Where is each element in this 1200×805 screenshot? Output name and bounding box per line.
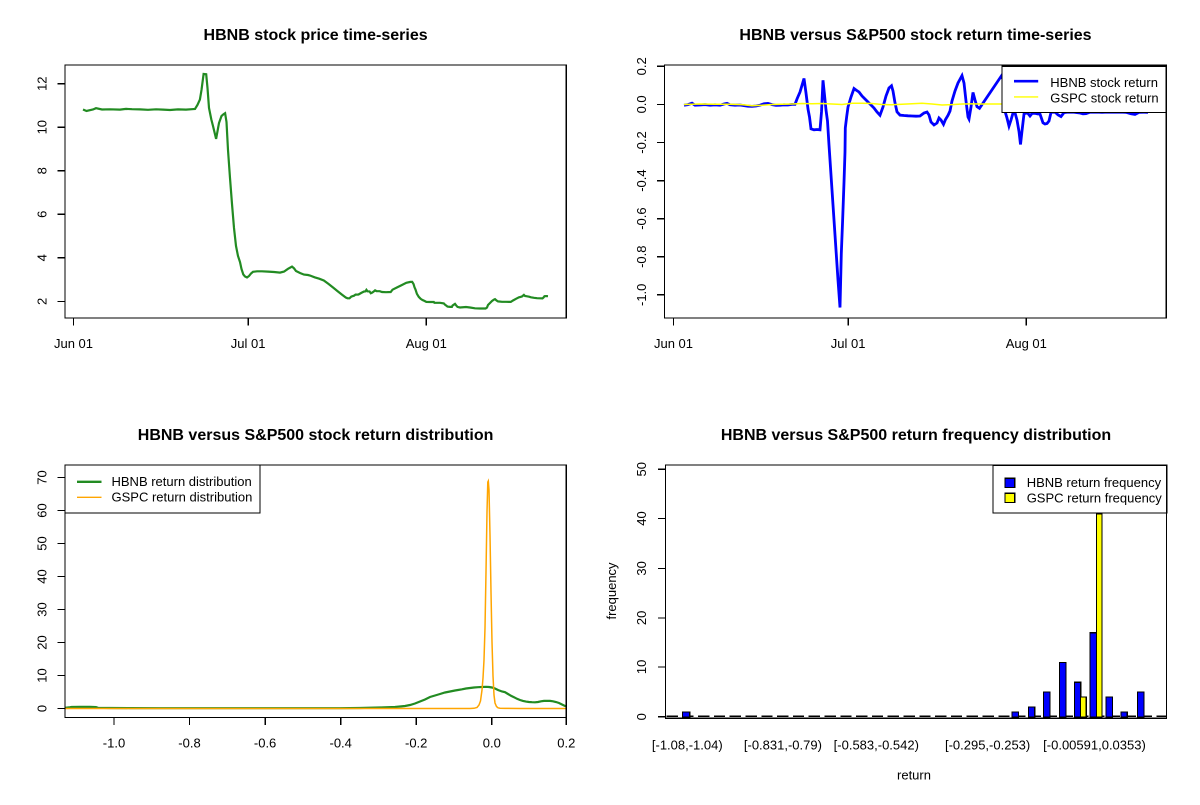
- svg-text:0.2: 0.2: [557, 736, 575, 751]
- svg-text:[-0.831,-0.79): [-0.831,-0.79): [744, 738, 822, 753]
- svg-text:50: 50: [634, 462, 649, 476]
- svg-text:10: 10: [35, 668, 50, 682]
- svg-text:10: 10: [35, 120, 50, 134]
- svg-text:Jun 01: Jun 01: [654, 336, 693, 351]
- svg-text:-0.6: -0.6: [634, 207, 649, 229]
- svg-text:6: 6: [35, 211, 50, 218]
- svg-text:GSPC return distribution: GSPC return distribution: [112, 490, 253, 505]
- svg-text:HBNB stock return: HBNB stock return: [1050, 75, 1158, 90]
- svg-text:-1.0: -1.0: [103, 736, 125, 751]
- svg-text:-0.8: -0.8: [178, 736, 200, 751]
- svg-text:[-0.295,-0.253): [-0.295,-0.253): [945, 738, 1030, 753]
- svg-text:10: 10: [634, 660, 649, 674]
- svg-text:Aug 01: Aug 01: [1006, 336, 1047, 351]
- svg-text:GSPC return frequency: GSPC return frequency: [1027, 491, 1163, 506]
- svg-text:-0.2: -0.2: [634, 131, 649, 153]
- svg-text:HBNB stock price time-series: HBNB stock price time-series: [204, 27, 428, 44]
- svg-text:30: 30: [35, 602, 50, 616]
- svg-text:Jun 01: Jun 01: [54, 336, 93, 351]
- svg-text:0.0: 0.0: [634, 95, 649, 113]
- svg-text:20: 20: [35, 635, 50, 649]
- svg-text:Jul 01: Jul 01: [831, 336, 866, 351]
- svg-text:HBNB return distribution: HBNB return distribution: [112, 474, 252, 489]
- svg-text:return: return: [897, 767, 931, 782]
- svg-text:Aug 01: Aug 01: [406, 336, 447, 351]
- svg-text:[-1.08,-1.04): [-1.08,-1.04): [652, 738, 723, 753]
- svg-text:30: 30: [634, 561, 649, 575]
- svg-text:HBNB versus S&P500 stock retur: HBNB versus S&P500 stock return distribu…: [138, 427, 494, 444]
- svg-text:-0.4: -0.4: [329, 736, 351, 751]
- svg-text:2: 2: [35, 298, 50, 305]
- svg-text:40: 40: [35, 569, 50, 583]
- svg-text:GSPC stock return: GSPC stock return: [1050, 90, 1158, 105]
- svg-text:8: 8: [35, 167, 50, 174]
- svg-text:0.2: 0.2: [634, 57, 649, 75]
- svg-text:-1.0: -1.0: [634, 284, 649, 306]
- svg-text:12: 12: [35, 76, 50, 90]
- svg-text:0: 0: [35, 705, 50, 712]
- svg-text:40: 40: [634, 511, 649, 525]
- svg-text:0.0: 0.0: [483, 736, 501, 751]
- svg-text:-0.4: -0.4: [634, 169, 649, 191]
- svg-text:20: 20: [634, 611, 649, 625]
- svg-text:[-0.583,-0.542): [-0.583,-0.542): [834, 738, 919, 753]
- svg-text:70: 70: [35, 470, 50, 484]
- svg-text:-0.2: -0.2: [405, 736, 427, 751]
- svg-text:0: 0: [634, 713, 649, 720]
- svg-text:frequency: frequency: [604, 562, 619, 620]
- svg-text:HBNB versus S&P500 stock retur: HBNB versus S&P500 stock return time-ser…: [739, 27, 1091, 44]
- svg-text:50: 50: [35, 536, 50, 550]
- svg-text:HBNB return frequency: HBNB return frequency: [1027, 475, 1162, 490]
- svg-text:Jul 01: Jul 01: [231, 336, 266, 351]
- svg-text:[-0.00591,0.0353): [-0.00591,0.0353): [1043, 738, 1146, 753]
- svg-text:-0.8: -0.8: [634, 245, 649, 267]
- svg-text:HBNB versus S&P500 return freq: HBNB versus S&P500 return frequency dist…: [721, 427, 1111, 444]
- svg-text:-0.6: -0.6: [254, 736, 276, 751]
- svg-text:60: 60: [35, 503, 50, 517]
- svg-text:4: 4: [35, 254, 50, 261]
